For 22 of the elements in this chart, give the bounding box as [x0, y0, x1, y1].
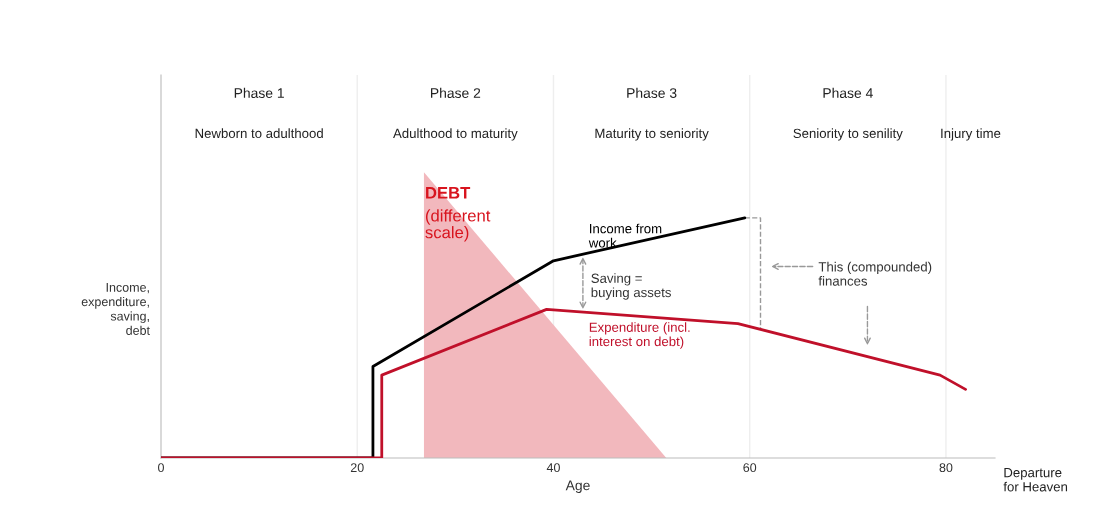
y-axis-title: Income, expenditure, saving, debt	[81, 283, 150, 335]
series-label: Expenditure (incl. interest on debt)	[589, 322, 690, 349]
series-label: DEBT (different scale)	[425, 187, 491, 242]
text: Phase 2	[431, 87, 481, 98]
text: Phase 4	[823, 87, 873, 98]
annotation: Saving = buying assets	[591, 273, 671, 300]
series-label: Income from work	[588, 223, 662, 248]
text: Phase 3	[627, 87, 677, 98]
text: Departure for Heaven	[1003, 468, 1068, 492]
text: Seniority to senility	[793, 128, 903, 141]
x-tick-label: 80	[939, 463, 953, 473]
annotation: This (compounded) finances	[818, 261, 932, 286]
x-tick-label: 0	[158, 463, 164, 473]
text: Adulthood to maturity	[393, 128, 518, 141]
x-tick-label: 60	[743, 463, 757, 473]
x-tick-label: 20	[350, 463, 364, 473]
text: Injury time	[941, 128, 1001, 141]
x-tick-label: 40	[546, 463, 560, 473]
text: Phase 1	[234, 87, 284, 98]
text: Newborn to adulthood	[195, 128, 323, 139]
x-axis-title: Age	[565, 480, 590, 494]
text: Maturity to seniority	[595, 128, 709, 141]
